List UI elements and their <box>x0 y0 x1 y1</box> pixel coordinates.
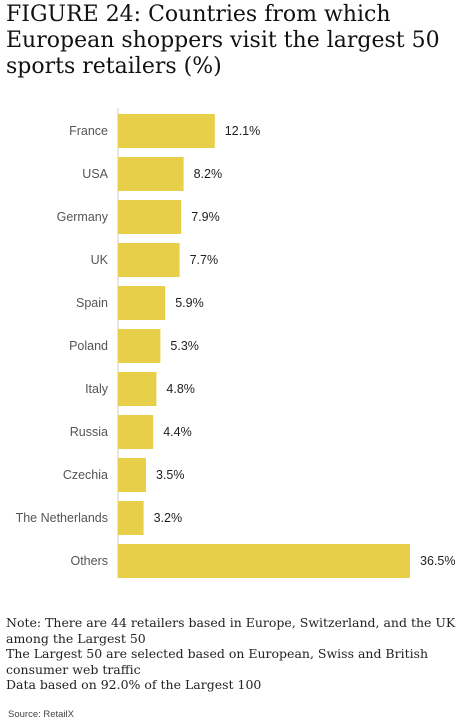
value-label: 4.4% <box>163 425 192 439</box>
value-label: 8.2% <box>194 167 223 181</box>
bar-others <box>118 544 410 578</box>
category-label: Poland <box>69 339 108 353</box>
note-line: Data based on 92.0% of the Largest 100 <box>6 677 262 692</box>
chart-notes: Note: There are 44 retailers based in Eu… <box>6 615 468 693</box>
bar-poland <box>118 329 161 363</box>
bar-spain <box>118 286 166 320</box>
bar-russia <box>118 415 154 449</box>
value-label: 5.3% <box>170 339 199 353</box>
category-label: Others <box>70 554 108 568</box>
note-line: The Largest 50 are selected based on Eur… <box>6 646 429 677</box>
source-credit: Source: RetailX <box>8 709 75 720</box>
bar-usa <box>118 157 184 191</box>
bar-uk <box>118 243 180 277</box>
bar-the-netherlands <box>118 501 144 535</box>
value-label: 3.5% <box>156 468 185 482</box>
bar-chart: France 12.1% USA 8.2% Germany 7.9% UK 7.7% Spain… <box>16 108 455 578</box>
value-label: 5.9% <box>175 296 204 310</box>
note-line: Note: There are 44 retailers based in Eu… <box>6 615 456 646</box>
value-label: 3.2% <box>154 511 183 525</box>
bar-france <box>118 114 215 148</box>
category-label: USA <box>82 167 108 181</box>
value-label: 4.8% <box>166 382 195 396</box>
category-label: Spain <box>76 296 108 310</box>
value-label: 36.5% <box>420 554 455 568</box>
bar-italy <box>118 372 157 406</box>
value-label: 7.7% <box>190 253 219 267</box>
value-label: 7.9% <box>191 210 220 224</box>
category-label: UK <box>91 253 109 267</box>
chart-title: FIGURE 24: Countries from which European… <box>6 2 440 79</box>
bar-czechia <box>118 458 146 492</box>
category-label: Russia <box>70 425 108 439</box>
category-label: Germany <box>57 210 109 224</box>
category-label: France <box>69 124 108 138</box>
category-label: Italy <box>85 382 109 396</box>
category-label: Czechia <box>63 468 108 482</box>
bar-germany <box>118 200 182 234</box>
category-label: The Netherlands <box>16 511 108 525</box>
value-label: 12.1% <box>225 124 260 138</box>
